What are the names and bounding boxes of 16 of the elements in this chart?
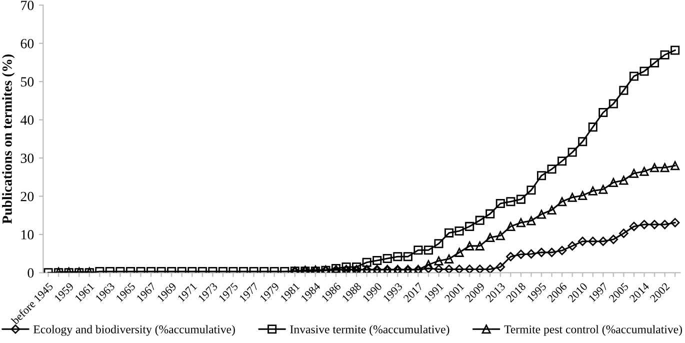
legend-label: Termite pest control (%accumulative) xyxy=(504,325,682,336)
y-tick-label: 20 xyxy=(20,192,34,202)
y-tick-label: 70 xyxy=(21,0,34,10)
x-tick-label: 1981 xyxy=(280,282,300,302)
y-tick-label: 50 xyxy=(21,77,34,87)
y-tick-label: 10 xyxy=(21,230,34,240)
y-tick-label: 30 xyxy=(20,154,34,163)
y-tick-label: 40 xyxy=(20,115,34,125)
x-tick-label: 1991 xyxy=(424,282,444,302)
legend-label: Ecology and biodiversity (%accumulative) xyxy=(34,325,235,336)
x-tick-label: 1971 xyxy=(177,282,198,302)
y-axis-title: Publications on termites (%) xyxy=(2,54,15,224)
y-tick-label: 60 xyxy=(20,38,34,48)
legend-label: Invasive termite (%accumulative) xyxy=(290,325,450,336)
y-tick-label: 0 xyxy=(28,268,34,278)
x-tick-label: 1961 xyxy=(74,282,94,302)
